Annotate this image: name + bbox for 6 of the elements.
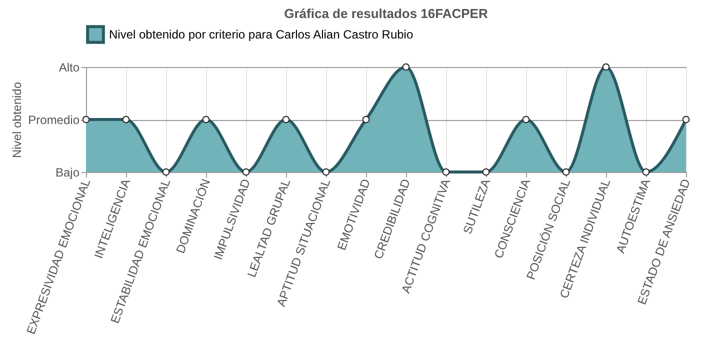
category-label: Alto <box>58 60 80 74</box>
category-label: Bajo <box>55 166 80 180</box>
chart-title: Gráfica de resultados 16FACPER <box>284 6 488 21</box>
legend-label: Nivel obtenido por criterio para Carlos Alian Castro Rubio <box>109 28 414 42</box>
category-label: Promedio <box>28 113 80 127</box>
y-axis-title: Nivel obtenido <box>10 82 24 158</box>
